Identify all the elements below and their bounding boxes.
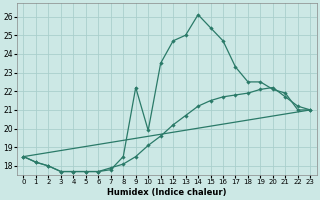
X-axis label: Humidex (Indice chaleur): Humidex (Indice chaleur) xyxy=(107,188,227,197)
